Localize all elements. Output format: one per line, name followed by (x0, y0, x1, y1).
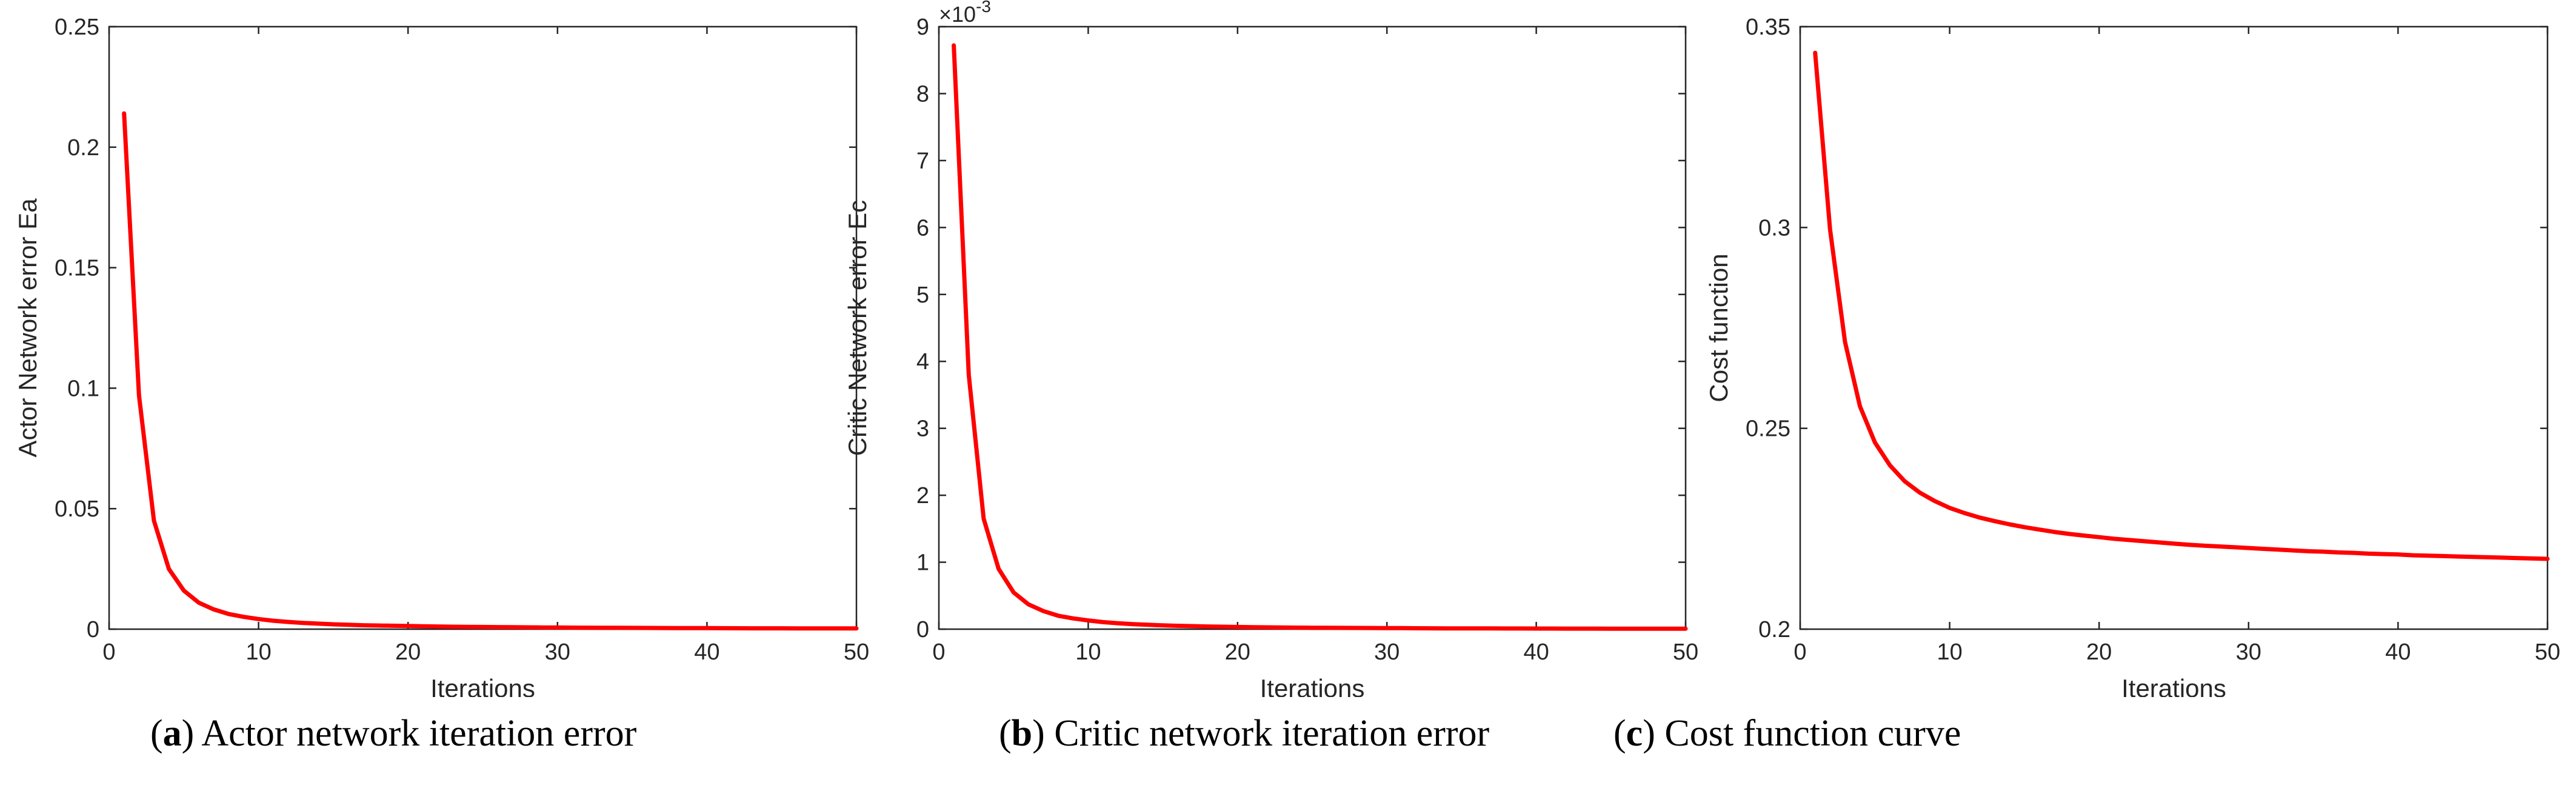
y-tick-label: 0.15 (55, 256, 99, 281)
plot-frame-c (1799, 25, 2549, 630)
y-tick-label: 0.2 (67, 135, 99, 161)
x-tick-label: 0 (102, 639, 115, 665)
x-tick-label: 0 (932, 639, 945, 665)
caption-c: (c) Cost function curve (1613, 713, 1961, 754)
y-axis-label-b: Critic Network error Ec (843, 200, 872, 456)
y-tick-label: 2 (916, 483, 929, 509)
y-tick-label: 4 (916, 349, 929, 375)
x-tick-label: 30 (1374, 639, 1400, 665)
y-tick-label: 0.35 (1746, 15, 1790, 40)
series-line-c (1813, 50, 2550, 561)
y-tick-label: 0.05 (55, 496, 99, 522)
y-axis-label-a: Actor Network error Ea (13, 198, 42, 458)
y-tick-label: 0.1 (67, 376, 99, 401)
axis-exponent-power: -3 (976, 0, 991, 16)
x-tick-label: 50 (844, 639, 869, 665)
plot-frame-a (108, 25, 858, 630)
x-tick-label: 20 (395, 639, 421, 665)
x-tick-label: 30 (545, 639, 570, 665)
x-tick-label: 0 (1794, 639, 1806, 665)
x-tick-label: 40 (2385, 639, 2411, 665)
series-line-b (952, 43, 1688, 631)
y-tick-label: 0 (87, 617, 99, 642)
x-axis-label-c: Iterations (2121, 674, 2226, 697)
x-axis-label-b: Iterations (1260, 674, 1365, 697)
caption-a-letter: a (162, 713, 182, 754)
y-tick-label: 5 (916, 282, 929, 308)
chart-a: 0 10 20 30 40 50 0 0.05 0.1 0.15 0.2 0.25 Iterations… (13, 15, 869, 703)
caption-a-text: Actor network iteration error (201, 713, 637, 754)
x-tick-label: 50 (1673, 639, 1698, 665)
y-tick-label: 1 (916, 550, 929, 576)
plot-frame-b (938, 25, 1687, 630)
axis-exponent-b: ×10-3 (939, 0, 991, 27)
series-line-a (122, 111, 859, 631)
x-tick-label: 10 (245, 639, 271, 665)
caption-a: (a) Actor network iteration error (150, 713, 637, 754)
caption-b-text: Critic network iteration error (1054, 713, 1490, 754)
y-tick-label: 0.2 (1758, 617, 1790, 642)
y-axis-label-c: Cost function (1704, 253, 1733, 402)
charts-canvas: 0 10 20 30 40 5000.050.10.150.20.25Iterations… (13, 0, 2560, 703)
chart-b: 0 10 20 30 40 50 0 1 2 3 4 5 6 7 8 9 Iterations Critic Ne… (843, 0, 1698, 703)
chart-c: 0 10 20 30 40 50 0.2 0.25 0.3 0.35 Iterations Cost … (1704, 15, 2560, 703)
x-tick-label: 40 (1523, 639, 1549, 665)
x-tick-label: 20 (1225, 639, 1250, 665)
y-tick-label: 0.25 (1746, 416, 1790, 442)
y-tick-label: 9 (916, 15, 929, 40)
x-tick-label: 40 (694, 639, 719, 665)
x-tick-label: 50 (2535, 639, 2560, 665)
y-tick-label: 0 (916, 617, 929, 642)
x-axis-label-a: Iterations (430, 674, 535, 697)
x-tick-label: 30 (2236, 639, 2261, 665)
caption-b-letter: b (1011, 713, 1033, 754)
y-tick-label: 0.25 (55, 15, 99, 40)
y-tick-label: 6 (916, 215, 929, 241)
caption-c-text: Cost function curve (1664, 713, 1961, 754)
y-tick-label: 0.3 (1758, 215, 1790, 241)
x-tick-label: 10 (1075, 639, 1101, 665)
y-tick-label: 7 (916, 149, 929, 174)
y-tick-label: 8 (916, 81, 929, 107)
y-tick-label: 3 (916, 416, 929, 442)
x-tick-label: 10 (1937, 639, 1962, 665)
x-tick-label: 20 (2086, 639, 2112, 665)
caption-c-letter: c (1626, 713, 1643, 754)
caption-b: (b) Critic network iteration error (999, 713, 1490, 754)
